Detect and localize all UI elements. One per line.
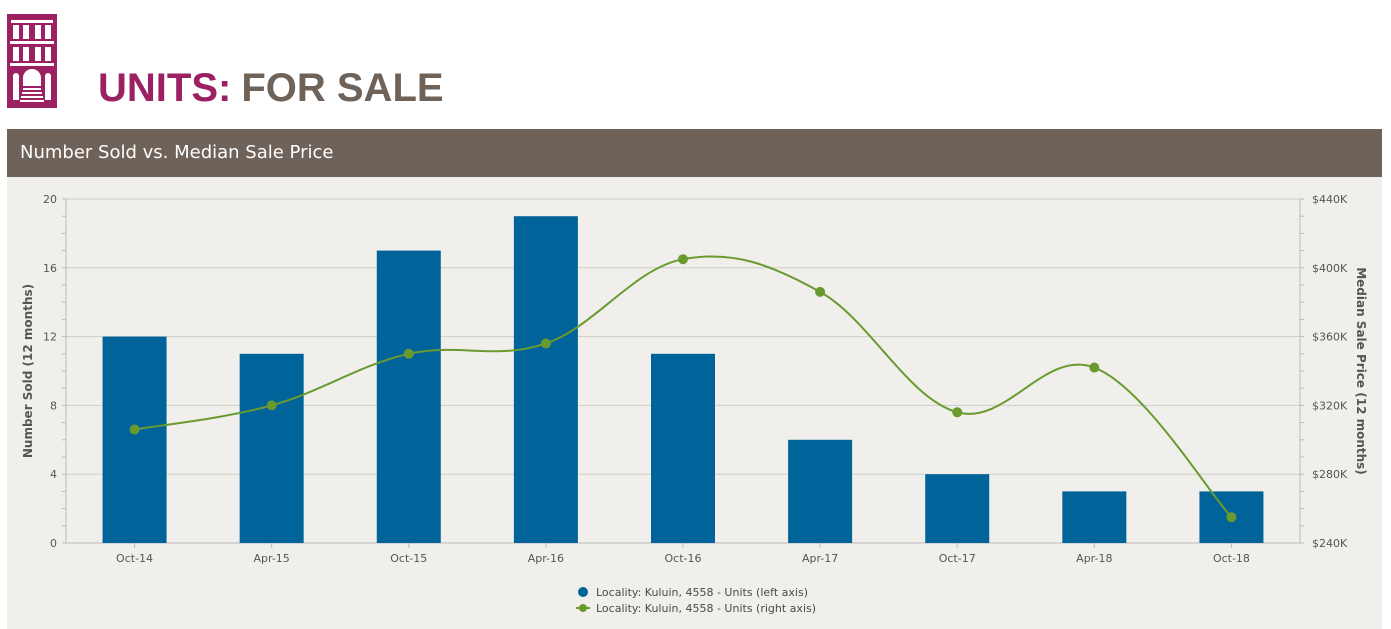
y-right-tick-label: $360K — [1312, 331, 1348, 344]
line-point[interactable] — [266, 400, 277, 411]
line-point[interactable] — [678, 254, 688, 265]
y-right-tick-label: $280K — [1312, 468, 1348, 481]
legend-item-bars[interactable]: Locality: Kuluin, 4558 - Units (left axi… — [576, 584, 816, 600]
legend-bar-swatch-icon — [576, 586, 590, 598]
line-point[interactable] — [403, 348, 414, 359]
x-tick-label: Apr-16 — [528, 552, 564, 565]
bar[interactable] — [376, 250, 441, 543]
x-tick-label: Oct-15 — [390, 552, 427, 565]
page-heading: UNITS: FOR SALE — [98, 66, 444, 110]
legend-line-swatch-icon — [576, 602, 590, 614]
x-tick-label: Oct-18 — [1213, 552, 1250, 565]
bar[interactable] — [513, 216, 578, 543]
bar[interactable] — [651, 353, 715, 543]
x-tick-label: Apr-17 — [802, 552, 838, 565]
legend-item-line[interactable]: Locality: Kuluin, 4558 - Units (right ax… — [576, 600, 816, 616]
bar[interactable] — [239, 353, 304, 543]
line-point[interactable] — [815, 286, 826, 297]
y-left-axis-title: Number Sold (12 months) — [21, 284, 35, 458]
line-point[interactable] — [540, 338, 551, 349]
y-left-tick-label: 16 — [43, 262, 57, 275]
building-logo-icon — [7, 14, 57, 108]
line-point[interactable] — [1089, 362, 1100, 373]
bar[interactable] — [925, 474, 990, 543]
bar[interactable] — [1062, 491, 1127, 543]
line-point[interactable] — [1226, 512, 1237, 523]
legend-label-bars: Locality: Kuluin, 4558 - Units (left axi… — [596, 585, 808, 599]
chart-panel-title: Number Sold vs. Median Sale Price — [20, 142, 334, 163]
price-line — [134, 255, 1233, 518]
line-point[interactable] — [129, 424, 140, 435]
y-left-tick-label: 0 — [50, 537, 57, 550]
y-right-tick-label: $400K — [1312, 262, 1348, 275]
x-tick-label: Oct-17 — [939, 552, 976, 565]
x-tick-label: Apr-15 — [254, 552, 290, 565]
y-right-tick-label: $320K — [1312, 399, 1348, 412]
y-right-tick-label: $440K — [1312, 193, 1348, 206]
y-left-tick-label: 8 — [50, 399, 57, 412]
x-tick-label: Oct-14 — [116, 552, 153, 565]
y-right-tick-label: $240K — [1312, 537, 1348, 550]
x-tick-label: Apr-18 — [1076, 552, 1112, 565]
heading-accent: UNITS: — [98, 66, 232, 110]
bar[interactable] — [788, 439, 853, 543]
y-right-axis-title: Median Sale Price (12 months) — [1354, 267, 1368, 475]
chart-legend: Locality: Kuluin, 4558 - Units (left axi… — [576, 584, 816, 616]
heading-main: FOR SALE — [241, 66, 444, 110]
y-left-tick-label: 4 — [50, 468, 57, 481]
x-tick-label: Oct-16 — [665, 552, 702, 565]
legend-label-line: Locality: Kuluin, 4558 - Units (right ax… — [596, 601, 817, 615]
y-left-tick-label: 12 — [43, 331, 57, 344]
chart-panel-header: Number Sold vs. Median Sale Price — [7, 129, 1382, 177]
y-left-tick-label: 20 — [43, 193, 57, 206]
bar[interactable] — [102, 336, 167, 543]
line-point[interactable] — [952, 407, 963, 418]
